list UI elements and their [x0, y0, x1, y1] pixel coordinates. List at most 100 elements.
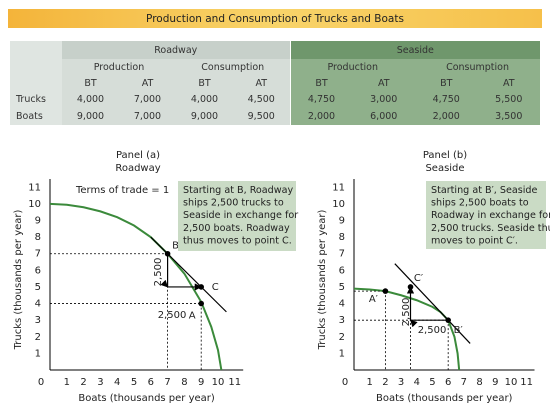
- annotation-text: 2,500 trucks. Seaside thus: [431, 223, 550, 234]
- x-tick-label: 0: [342, 377, 348, 388]
- x-tick-label: 0: [38, 377, 44, 388]
- panel-subtitle: Seaside: [425, 163, 464, 174]
- annotation-text: Starting at B, Roadway: [183, 185, 293, 196]
- x-tick-label: 3: [398, 377, 404, 388]
- subgroup-header: Consumption: [176, 59, 290, 75]
- title-bar: [8, 9, 542, 28]
- y-tick-label: 8: [35, 232, 41, 243]
- y-tick-label: 1: [35, 348, 41, 359]
- trade-label: 2,500: [158, 310, 187, 321]
- x-tick-label: 4: [414, 377, 420, 388]
- y-tick-label: 7: [35, 249, 41, 260]
- trade-label: 2,500: [401, 298, 412, 327]
- table-cell: 9,000: [176, 108, 233, 125]
- y-tick-label: 3: [339, 315, 345, 326]
- x-tick-label: 8: [181, 377, 187, 388]
- table-cell: 7,000: [119, 108, 176, 125]
- annotation-text: Starting at B′, Seaside: [431, 185, 537, 196]
- annotation-text: Seaside in exchange for: [183, 210, 298, 221]
- point: [382, 288, 389, 294]
- row-label: Boats: [10, 108, 62, 125]
- annotation-text: 2,500 boats. Roadway: [183, 223, 290, 234]
- y-tick-label: 11: [28, 182, 41, 193]
- point-label: A: [189, 311, 196, 322]
- subgroup-row: Production Consumption Production Consumpti…: [10, 59, 541, 75]
- column-header: BT: [289, 75, 353, 91]
- panel-subtitle: Roadway: [115, 163, 160, 174]
- x-tick-label: 7: [164, 377, 170, 388]
- y-tick-label: 7: [339, 249, 345, 260]
- group-header: Seaside: [289, 41, 541, 59]
- point-label: A′: [369, 294, 379, 305]
- y-axis-label: Trucks (thousands per year): [317, 210, 328, 351]
- y-tick-label: 2: [35, 332, 41, 343]
- data-table: Roadway Seaside Production Consumption Produ…: [10, 41, 541, 125]
- row-label: Trucks: [10, 91, 62, 108]
- x-tick-label: 2: [80, 377, 86, 388]
- table-cell: 3,500: [477, 108, 541, 125]
- table-cell: 9,000: [62, 108, 119, 125]
- x-tick-label: 2: [382, 377, 388, 388]
- point-label: B′: [454, 325, 464, 336]
- y-tick-label: 2: [339, 332, 345, 343]
- x-tick-label: 1: [367, 377, 373, 388]
- column-header: AT: [477, 75, 541, 91]
- table-cell: 4,000: [176, 91, 233, 108]
- x-tick-label: 4: [114, 377, 120, 388]
- y-tick-label: 1: [339, 348, 345, 359]
- annotation-text: Roadway in exchange for: [431, 210, 550, 221]
- terms-of-trade-line: [394, 263, 471, 344]
- column-header: AT: [233, 75, 290, 91]
- point-label: B: [172, 241, 179, 252]
- x-tick-label: 9: [492, 377, 498, 388]
- point: [164, 250, 171, 257]
- table-cell: 6,000: [352, 108, 415, 125]
- x-tick-label: 6: [148, 377, 154, 388]
- table-cell: 2,000: [415, 108, 478, 125]
- point: [445, 317, 451, 323]
- table-cell: 4,500: [233, 91, 290, 108]
- x-tick-label: 11: [520, 377, 533, 388]
- table-cell: 4,000: [62, 91, 119, 108]
- corner-cell: [10, 41, 62, 91]
- y-tick-label: 11: [332, 182, 345, 193]
- column-header: BT: [415, 75, 478, 91]
- subgroup-header: Consumption: [415, 59, 541, 75]
- y-tick-label: 6: [339, 265, 345, 276]
- column-header: AT: [352, 75, 415, 91]
- x-tick-label: 11: [228, 377, 241, 388]
- x-tick-label: 5: [429, 377, 435, 388]
- annotation-text: ships 2,500 trucks to: [183, 198, 284, 209]
- point: [407, 284, 414, 290]
- point-label: C′: [414, 273, 424, 284]
- x-axis-label: Boats (thousands per year): [376, 393, 513, 404]
- subgroup-header: Production: [62, 59, 176, 75]
- x-tick-label: 7: [461, 377, 467, 388]
- annotation-text: moves to point C′.: [431, 235, 518, 246]
- annotation-text: thus moves to point C.: [183, 235, 292, 246]
- y-tick-label: 8: [339, 232, 345, 243]
- x-tick-label: 6: [445, 377, 451, 388]
- table-cell: 9,500: [233, 108, 290, 125]
- y-tick-label: 9: [35, 216, 41, 227]
- annotation-text: ships 2,500 boats to: [431, 198, 529, 209]
- x-axis-label: Boats (thousands per year): [78, 393, 215, 404]
- trade-label: 2,500: [153, 258, 164, 287]
- y-tick-label: 3: [35, 315, 41, 326]
- x-tick-label: 3: [97, 377, 103, 388]
- y-axis-label: Trucks (thousands per year): [13, 210, 24, 351]
- y-tick-label: 6: [35, 265, 41, 276]
- table-cell: 5,500: [477, 91, 541, 108]
- y-tick-label: 4: [35, 299, 41, 310]
- column-header: BT: [176, 75, 233, 91]
- group-row: Roadway Seaside: [10, 41, 541, 91]
- table-cell: 7,000: [119, 91, 176, 108]
- y-tick-label: 9: [339, 216, 345, 227]
- subgroup-header: Production: [289, 59, 415, 75]
- ppf-curve: [353, 287, 461, 371]
- table-cell: 2,000: [289, 108, 353, 125]
- table-cell: 4,750: [289, 91, 353, 108]
- y-tick-label: 5: [339, 282, 345, 293]
